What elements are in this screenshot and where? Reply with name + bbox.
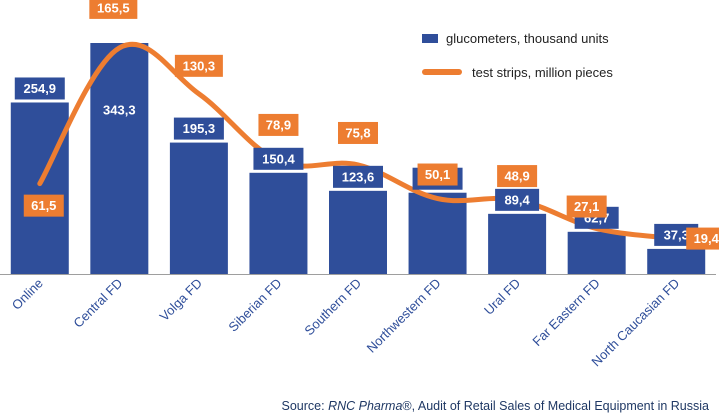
bar-value-label-3-box xyxy=(253,147,304,170)
line-value-label-7-box xyxy=(566,195,607,218)
legend-item-test-strips: test strips, million pieces xyxy=(422,62,613,82)
line-value-label-1: 165,5 xyxy=(97,0,130,15)
legend: glucometers, thousand units test strips,… xyxy=(422,28,613,96)
bar-value-label-3: 150,4 xyxy=(262,151,295,166)
line-value-label-3: 78,9 xyxy=(266,117,291,132)
x-tick-label-1: Central FD xyxy=(70,276,125,331)
bar-value-label-0-box xyxy=(14,77,65,100)
x-tick-label-0: Online xyxy=(9,276,46,313)
bar-0 xyxy=(10,102,69,274)
bar-4 xyxy=(329,190,387,274)
line-value-label-4: 75,8 xyxy=(345,125,370,140)
line-value-label-5-box xyxy=(417,163,458,186)
bar-8 xyxy=(647,248,706,274)
line-value-label-2: 130,3 xyxy=(183,58,216,73)
bar-7 xyxy=(567,231,626,274)
line-value-label-3-box xyxy=(258,113,299,136)
x-tick-label-8: North Caucasian FD xyxy=(588,276,682,370)
line-value-label-6-box xyxy=(497,165,538,188)
line-value-label-0: 61,5 xyxy=(31,198,56,213)
bar-3 xyxy=(249,172,308,274)
source-prefix: Source: xyxy=(281,399,329,413)
x-tick-label-2: Volga FD xyxy=(157,276,205,324)
bar-value-label-2-box xyxy=(173,117,224,140)
source-note: Source: RNC Pharma®, Audit of Retail Sal… xyxy=(282,399,709,413)
bar-value-label-4-box xyxy=(333,165,383,188)
x-tick-label-6: Ural FD xyxy=(481,276,523,318)
bar-value-label-4: 123,6 xyxy=(342,169,375,184)
line-value-label-2-box xyxy=(174,54,223,77)
legend-line-label: test strips, million pieces xyxy=(472,64,613,80)
x-tick-label-4: Southern FD xyxy=(301,276,364,339)
bar-value-label-8: 37,3 xyxy=(664,227,689,242)
legend-bar-label: glucometers, thousand units xyxy=(446,30,609,46)
legend-line-swatch xyxy=(422,69,462,75)
bar-5 xyxy=(408,192,467,274)
x-tick-label-5: Northwestern FD xyxy=(364,276,444,356)
bar-1 xyxy=(90,43,149,274)
bar-value-label-1: 343,3 xyxy=(103,103,136,118)
line-value-label-7: 27,1 xyxy=(574,199,599,214)
line-value-label-8-box xyxy=(686,227,719,250)
line-value-label-6: 48,9 xyxy=(504,169,529,184)
bar-6 xyxy=(488,213,547,274)
line-value-label-4-box xyxy=(338,121,378,144)
bar-2 xyxy=(169,142,228,274)
line-value-label-0-box xyxy=(23,194,64,217)
x-tick-label-7: Far Eastern FD xyxy=(529,276,602,349)
line-value-label-1-box xyxy=(89,0,138,19)
bar-value-label-6: 89,4 xyxy=(504,192,530,207)
x-tick-label-3: Siberian FD xyxy=(225,276,284,335)
bar-value-label-2: 195,3 xyxy=(183,121,216,136)
legend-item-glucometers: glucometers, thousand units xyxy=(422,28,613,48)
line-value-label-8: 19,4 xyxy=(694,231,719,246)
test-strips-line xyxy=(37,41,679,242)
source-brand: RNC Pharma xyxy=(328,399,403,413)
bar-value-label-1-box xyxy=(94,99,145,121)
source-suffix: ®, Audit of Retail Sales of Medical Equi… xyxy=(402,399,709,413)
bar-value-label-6-box xyxy=(495,188,540,211)
bar-value-label-0: 254,9 xyxy=(24,81,57,96)
line-value-label-5: 50,1 xyxy=(425,167,450,182)
legend-bar-swatch xyxy=(422,33,438,43)
